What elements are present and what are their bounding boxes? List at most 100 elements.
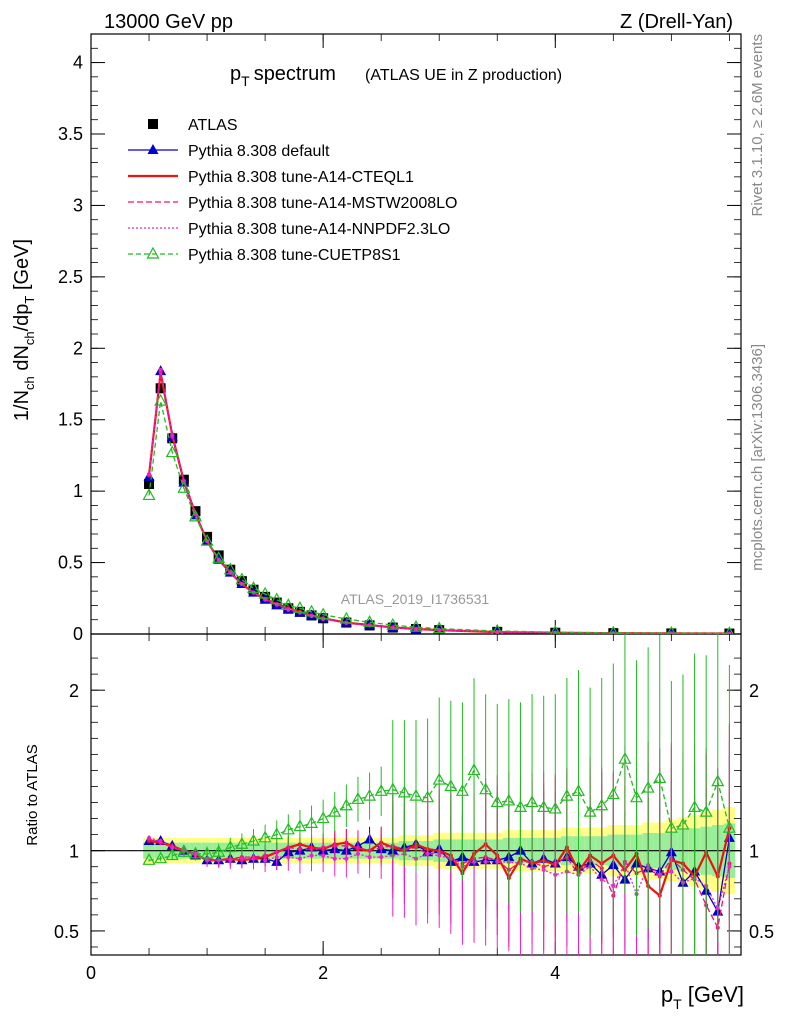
ratio-data-point — [316, 811, 330, 824]
main-y-axis-label: 1/Nch dNch/dpT [GeV] — [11, 239, 37, 421]
main-y-tick-label: 1.5 — [58, 410, 83, 430]
ratio-series — [142, 634, 736, 955]
ratio-y-tick-label: 0.5 — [54, 922, 79, 942]
ratio-data-point — [177, 845, 191, 857]
legend-label: Pythia 8.308 tune-CUETP8S1 — [188, 247, 401, 264]
ratio-data-point — [653, 771, 667, 784]
main-series-line — [148, 369, 730, 634]
main-data-point — [725, 627, 733, 634]
legend-label: Pythia 8.308 default — [188, 143, 330, 160]
main-data-point — [437, 628, 442, 633]
main-data-point — [339, 611, 353, 624]
ratio-data-point — [699, 804, 713, 817]
ratio-data-point — [513, 800, 527, 812]
ratio-data-point — [606, 787, 620, 800]
ratio-data-point — [409, 788, 423, 801]
main-data-point — [725, 626, 734, 634]
main-data-point — [281, 598, 295, 611]
main-data-point — [212, 551, 226, 563]
main-series — [142, 365, 735, 634]
ratio-data-point — [711, 774, 725, 787]
main-data-point — [316, 607, 330, 620]
ratio-data-point — [228, 858, 233, 863]
main-y-tick-label: 1 — [73, 481, 83, 501]
ratio-data-point — [263, 858, 268, 863]
ratio-data-point — [239, 856, 244, 861]
legend-marker — [146, 246, 160, 259]
main-data-point — [235, 572, 249, 585]
ratio-data-point — [479, 782, 493, 795]
ratio-data-point — [251, 856, 256, 861]
legend-label: Pythia 8.308 tune-A14-MSTW2008LO — [188, 195, 457, 212]
ratio-data-point — [170, 845, 175, 850]
legend-entry: Pythia 8.308 tune-A14-NNPDF2.3LO — [128, 221, 450, 238]
main-data-point — [142, 488, 156, 501]
ratio-y-tick-label-right: 1 — [749, 842, 759, 862]
ratio-data-point — [332, 856, 337, 861]
ratio-data-point — [379, 855, 384, 860]
ratio-y-tick-label-right: 0.5 — [749, 922, 774, 942]
main-data-point — [188, 509, 202, 522]
svg-text:1/Nch dNch/dpT [GeV]: 1/Nch dNch/dpT [GeV] — [11, 239, 37, 421]
legend: ATLAS Pythia 8.308 default Pythia 8.308 tu… — [128, 117, 457, 264]
main-data-point — [144, 479, 155, 489]
ratio-data-point — [339, 798, 353, 811]
legend-entry: ATLAS — [148, 117, 238, 134]
main-data-point — [550, 624, 561, 634]
ratio-data-point — [142, 853, 156, 865]
ratio-data-point — [344, 856, 349, 861]
legend-label: Pythia 8.308 tune-A14-NNPDF2.3LO — [188, 221, 450, 238]
x-tick-label: 0 — [86, 963, 96, 983]
ratio-data-point — [583, 804, 597, 817]
analysis-watermark: ATLAS_2019_I1736531 — [341, 591, 490, 607]
ratio-data-point — [386, 782, 400, 795]
plot-title: pT spectrum (ATLAS UE in Z production) — [230, 63, 562, 89]
ratio-data-point — [188, 846, 202, 859]
x-tick-label: 4 — [550, 963, 560, 983]
ratio-data-point — [286, 855, 291, 860]
main-data-point — [200, 533, 214, 546]
ratio-data-point — [297, 856, 302, 861]
ratio-y-tick-label-right: 2 — [749, 681, 759, 701]
ratio-y-axis-label: Ratio to ATLAS — [24, 744, 41, 845]
ratio-data-point — [351, 792, 365, 804]
legend-marker — [148, 119, 158, 129]
ratio-data-point — [467, 763, 481, 776]
ratio-data-point — [618, 751, 632, 764]
main-data-point — [386, 617, 400, 630]
ratio-data-point — [664, 820, 678, 833]
legend-entry: Pythia 8.308 tune-A14-CTEQL1 — [128, 169, 414, 186]
main-data-point — [432, 621, 446, 634]
ratio-data-point — [258, 830, 272, 843]
ratio-data-point — [490, 795, 504, 808]
ratio-data-point — [641, 780, 655, 793]
ratio-data-point — [548, 801, 562, 814]
main-y-tick-label: 0 — [73, 624, 83, 644]
svg-text:(ATLAS UE in Z production): (ATLAS UE in Z production) — [365, 67, 562, 84]
ratio-data-point — [397, 785, 411, 798]
main-data-point — [147, 472, 152, 476]
main-y-tick-label: 2 — [73, 338, 83, 358]
ratio-data-point — [321, 853, 326, 858]
header-right: Z (Drell-Yan) — [620, 11, 733, 33]
ratio-data-point — [200, 846, 214, 859]
ratio-data-point — [154, 851, 168, 864]
main-data-point — [158, 367, 163, 372]
ratio-data-point — [537, 800, 551, 812]
main-data-point — [170, 433, 175, 438]
main-data-point — [246, 581, 261, 593]
main-data-point — [491, 623, 503, 634]
main-data-point — [666, 625, 676, 634]
main-y-tick-label: 2.5 — [58, 267, 83, 287]
legend-entry: Pythia 8.308 tune-CUETP8S1 — [128, 246, 401, 264]
ratio-data-point — [281, 822, 295, 835]
ratio-data-point — [374, 784, 388, 796]
main-y-tick-label: 3 — [73, 195, 83, 215]
legend-marker — [147, 144, 159, 154]
main-data-point — [293, 601, 307, 613]
main-data-point — [263, 597, 268, 602]
ratio-data-point — [158, 839, 163, 844]
main-data-point — [414, 627, 418, 632]
ratio-data-point — [165, 848, 179, 861]
main-y-tick-label: 4 — [73, 53, 83, 73]
